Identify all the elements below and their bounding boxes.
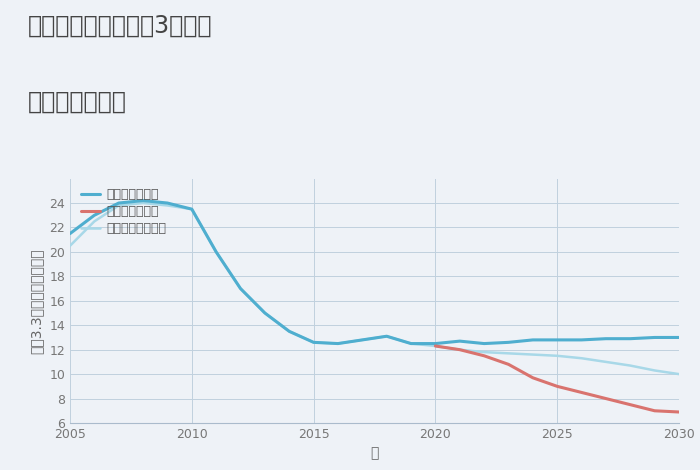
バッドシナリオ — [650, 408, 659, 414]
Line: ノーマルシナリオ: ノーマルシナリオ — [70, 203, 679, 374]
グッドシナリオ — [163, 200, 172, 206]
グッドシナリオ — [139, 198, 147, 204]
バッドシナリオ — [528, 375, 537, 381]
グッドシナリオ — [675, 335, 683, 340]
グッドシナリオ — [382, 333, 391, 339]
ノーマルシナリオ — [675, 371, 683, 377]
ノーマルシナリオ — [407, 341, 415, 346]
グッドシナリオ — [553, 337, 561, 343]
グッドシナリオ — [237, 286, 245, 291]
グッドシナリオ — [188, 206, 196, 212]
バッドシナリオ — [553, 384, 561, 389]
グッドシナリオ — [212, 249, 220, 255]
Text: 三重県名張市春日丘3番町の: 三重県名張市春日丘3番町の — [28, 14, 213, 38]
グッドシナリオ — [650, 335, 659, 340]
ノーマルシナリオ — [237, 286, 245, 291]
ノーマルシナリオ — [504, 351, 512, 356]
バッドシナリオ — [504, 361, 512, 367]
グッドシナリオ — [626, 336, 634, 342]
Legend: グッドシナリオ, バッドシナリオ, ノーマルシナリオ: グッドシナリオ, バッドシナリオ, ノーマルシナリオ — [76, 183, 171, 240]
グッドシナリオ — [602, 336, 610, 342]
Line: バッドシナリオ: バッドシナリオ — [435, 346, 679, 412]
ノーマルシナリオ — [602, 359, 610, 365]
ノーマルシナリオ — [139, 200, 147, 206]
グッドシナリオ — [504, 339, 512, 345]
ノーマルシナリオ — [309, 339, 318, 345]
ノーマルシナリオ — [650, 368, 659, 373]
ノーマルシナリオ — [553, 353, 561, 359]
ノーマルシナリオ — [188, 206, 196, 212]
グッドシナリオ — [334, 341, 342, 346]
Text: 土地の価格推移: 土地の価格推移 — [28, 89, 127, 113]
バッドシナリオ — [675, 409, 683, 415]
ノーマルシナリオ — [626, 363, 634, 368]
ノーマルシナリオ — [456, 347, 464, 352]
バッドシナリオ — [602, 396, 610, 401]
ノーマルシナリオ — [358, 337, 367, 343]
ノーマルシナリオ — [260, 310, 269, 316]
バッドシナリオ — [456, 347, 464, 352]
バッドシナリオ — [626, 402, 634, 407]
バッドシナリオ — [578, 390, 586, 395]
グッドシナリオ — [115, 200, 123, 206]
グッドシナリオ — [578, 337, 586, 343]
X-axis label: 年: 年 — [370, 446, 379, 461]
グッドシナリオ — [431, 341, 440, 346]
ノーマルシナリオ — [66, 243, 74, 249]
グッドシナリオ — [358, 337, 367, 343]
ノーマルシナリオ — [578, 355, 586, 361]
ノーマルシナリオ — [431, 343, 440, 349]
グッドシナリオ — [90, 212, 99, 218]
グッドシナリオ — [528, 337, 537, 343]
ノーマルシナリオ — [285, 329, 293, 334]
ノーマルシナリオ — [212, 249, 220, 255]
グッドシナリオ — [456, 338, 464, 344]
ノーマルシナリオ — [90, 219, 99, 224]
ノーマルシナリオ — [115, 203, 123, 208]
Y-axis label: 坪（3.3㎡）単価（万円）: 坪（3.3㎡）単価（万円） — [29, 248, 43, 353]
ノーマルシナリオ — [382, 333, 391, 339]
グッドシナリオ — [309, 339, 318, 345]
グッドシナリオ — [480, 341, 489, 346]
グッドシナリオ — [407, 341, 415, 346]
グッドシナリオ — [285, 329, 293, 334]
Line: グッドシナリオ: グッドシナリオ — [70, 201, 679, 344]
グッドシナリオ — [260, 310, 269, 316]
バッドシナリオ — [480, 353, 489, 359]
グッドシナリオ — [66, 231, 74, 236]
ノーマルシナリオ — [163, 203, 172, 208]
バッドシナリオ — [431, 343, 440, 349]
ノーマルシナリオ — [480, 349, 489, 355]
ノーマルシナリオ — [334, 341, 342, 346]
ノーマルシナリオ — [528, 352, 537, 357]
